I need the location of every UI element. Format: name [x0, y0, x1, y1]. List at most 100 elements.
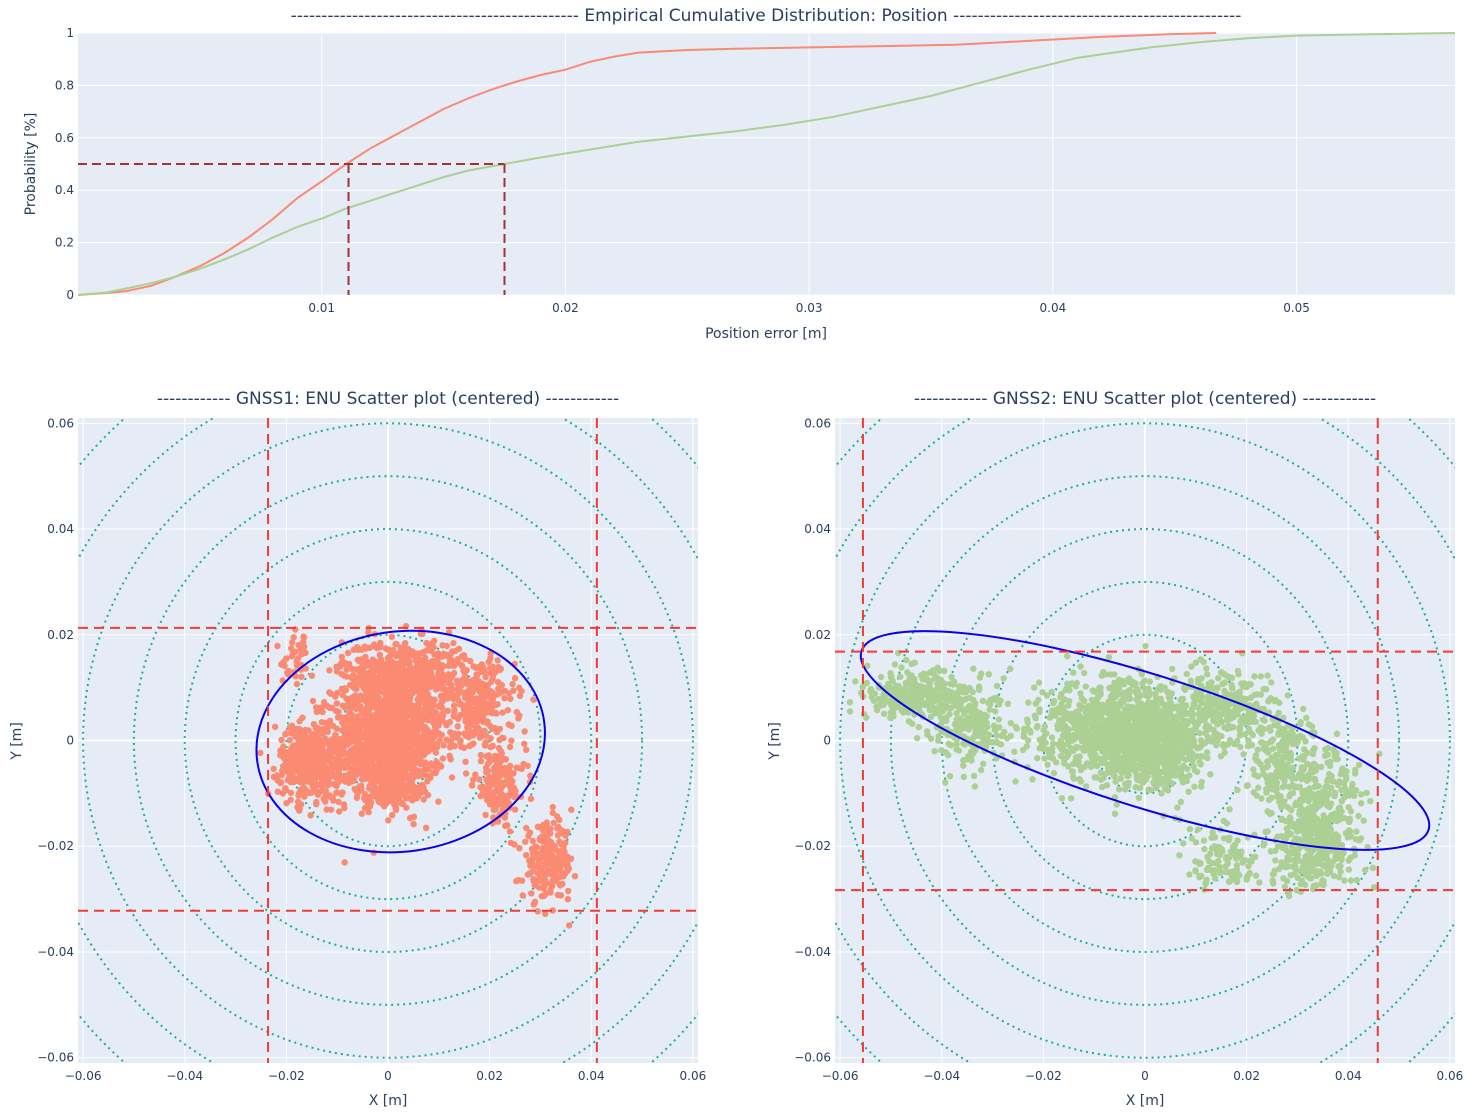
g1-point — [444, 707, 451, 714]
g1-point — [336, 773, 343, 780]
g1-point — [449, 685, 456, 693]
g2-point — [891, 661, 899, 668]
cdf-x-tick-label: 0.02 — [552, 301, 579, 315]
g2-point — [1080, 669, 1088, 677]
g1-point — [498, 790, 505, 797]
g1-point — [352, 787, 360, 794]
g2-point — [1154, 751, 1161, 758]
g2-point — [1088, 762, 1095, 770]
g1-point — [314, 773, 321, 781]
g1-point — [441, 652, 449, 659]
g1-point — [547, 889, 554, 896]
g1-point — [508, 737, 515, 744]
g1-point — [422, 736, 429, 743]
g2-point — [1186, 772, 1193, 779]
g1-point — [439, 755, 447, 762]
g2-point — [1068, 768, 1076, 775]
g1-point — [381, 686, 388, 693]
g2-point — [1036, 736, 1044, 743]
g2-point — [1067, 736, 1074, 744]
g2-point — [1168, 748, 1175, 755]
g2-point — [1164, 779, 1171, 787]
g1-point — [364, 768, 371, 775]
g2-point — [1100, 728, 1107, 736]
g1-point — [299, 645, 306, 653]
g2-point — [1101, 757, 1108, 765]
g1-point — [333, 668, 341, 675]
g1-point — [414, 674, 421, 681]
g2-point — [1146, 727, 1154, 734]
g2-point — [1096, 688, 1103, 695]
g1-point — [540, 870, 547, 877]
g2-point — [1064, 680, 1071, 687]
g1-point — [274, 788, 282, 795]
g2-point — [911, 659, 918, 666]
g1-point — [393, 693, 401, 700]
g2-point — [1097, 769, 1105, 776]
g1-point — [281, 749, 288, 756]
g1-point — [511, 841, 518, 848]
g2-point — [1088, 696, 1096, 704]
g2-point — [1179, 741, 1187, 748]
g1-point — [396, 675, 403, 683]
g2-point — [1177, 798, 1185, 806]
g1-point — [505, 721, 512, 728]
g1-point — [534, 908, 541, 915]
g1-point — [351, 703, 358, 710]
g1-point — [398, 736, 406, 743]
g1-point — [470, 740, 477, 747]
g1-point — [557, 866, 564, 873]
g1-point — [385, 817, 392, 824]
g2-point — [1159, 734, 1167, 741]
g1-point — [554, 891, 561, 899]
g1-point — [341, 659, 348, 666]
g2-point — [1034, 722, 1041, 730]
g1-point — [496, 725, 504, 733]
g1-point — [354, 644, 361, 651]
g1-point — [344, 649, 352, 657]
g2-point — [1077, 690, 1084, 697]
g1-point — [471, 680, 478, 688]
g1-point — [431, 676, 438, 683]
g1-point — [497, 748, 504, 755]
g2-point — [1093, 762, 1101, 770]
cdf-y-tick-label: 0.6 — [55, 131, 74, 145]
g2-point — [1128, 713, 1135, 721]
g1-point — [380, 760, 387, 767]
g1-point — [372, 675, 379, 682]
g1-y-tick-label: −0.04 — [37, 945, 74, 959]
g2-point — [903, 656, 910, 664]
g1-point — [503, 777, 510, 785]
cdf-plot-area[interactable] — [78, 33, 1455, 295]
g1-point — [346, 695, 353, 703]
g1-point — [425, 643, 433, 650]
g1-point — [403, 676, 410, 683]
g1-point — [519, 892, 526, 899]
g1-point — [483, 769, 490, 776]
g1-point — [382, 801, 389, 808]
g1-point — [528, 890, 535, 897]
g2-point — [1119, 698, 1127, 705]
gnss2-subplot: −0.06 −0.04 −0.02 0 0.02 0.04 0.06 −0.06−0.04−… — [767, 389, 1463, 1109]
g1-point — [287, 796, 294, 804]
g1-y-tick-label: −0.02 — [37, 839, 74, 853]
g1-point — [468, 690, 475, 697]
g2-point — [1053, 759, 1060, 766]
g2-point — [859, 683, 866, 691]
g2-point — [1035, 696, 1042, 704]
g1-range-circle — [82, 422, 694, 1059]
g1-point — [387, 685, 395, 693]
g2-point — [941, 667, 948, 675]
g2-point — [1105, 654, 1113, 661]
g2-point — [1174, 804, 1181, 811]
g1-point — [571, 873, 579, 880]
g1-point — [365, 799, 372, 806]
g1-point — [357, 665, 364, 672]
g2-point — [1083, 707, 1091, 715]
g2-range-circle — [889, 475, 1401, 1006]
g2-point — [1185, 750, 1192, 757]
g1-point — [393, 780, 401, 788]
g1-point — [470, 707, 478, 714]
g1-point — [406, 720, 413, 727]
g1-point — [363, 710, 371, 717]
